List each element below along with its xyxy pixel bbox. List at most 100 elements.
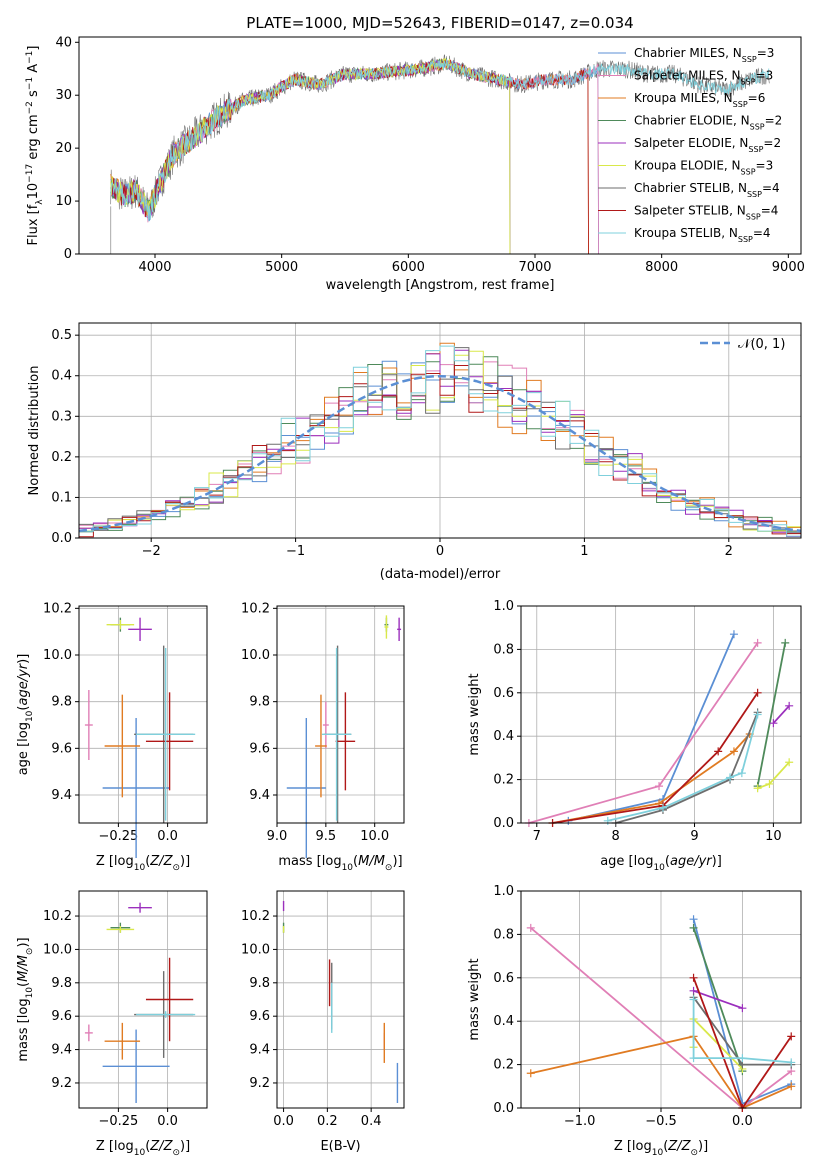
legend-subscript: SSP	[750, 122, 765, 131]
x-tick-label: −0.25	[98, 829, 138, 844]
x-tick-label: 2	[725, 544, 733, 559]
series-marker	[785, 701, 794, 710]
x-tick-label: −2	[142, 544, 161, 559]
y-tick-label: 10.2	[241, 909, 270, 924]
legend-text: Salpeter MILES, N	[634, 69, 741, 83]
y-tick-label: 0.4	[51, 369, 72, 384]
x-tick-label: 9	[690, 829, 698, 844]
y-axis-label-part: age [log	[16, 722, 31, 775]
legend-n: =4	[762, 181, 780, 195]
y-axis-label-part: A	[26, 64, 41, 77]
series-marker	[753, 638, 762, 647]
x-axis-label: mass [log10(M/M⊙)]	[278, 854, 402, 873]
x-tick-label: 0.0	[157, 1114, 178, 1129]
y-tick-label: 30	[55, 88, 72, 103]
y-axis-label-part: Flux [f	[26, 204, 41, 245]
histogram-kroupa-stelib	[79, 345, 801, 537]
series-line	[552, 733, 751, 824]
x-axis-label: wavelength [Angstrom, rest frame]	[326, 278, 555, 293]
series-line	[568, 633, 735, 822]
spectrum-frame	[78, 36, 802, 255]
series-marker	[753, 688, 762, 697]
series-marker	[689, 915, 698, 924]
y-axis-label: mass [log10(M/M⊙)]	[16, 937, 35, 1061]
series-marker	[726, 773, 735, 782]
series-marker	[738, 1054, 747, 1063]
y-tick-label: 20	[55, 141, 72, 156]
y-tick-label: 9.8	[51, 695, 72, 710]
x-tick-label: 0.0	[732, 1114, 753, 1129]
y-tick-label: 0	[64, 247, 72, 262]
x-tick-label: 7	[533, 829, 541, 844]
x-axis-label-part: ⊙	[690, 1148, 698, 1158]
y-tick-label: 9.8	[51, 976, 72, 991]
y-tick-label: 0.0	[51, 531, 72, 546]
age_vs_Z-axes: −0.25 0.0 9.4 9.6 9.8 10.0 10.2	[43, 601, 207, 844]
series-line	[693, 989, 743, 1010]
y-tick-label: 9.4	[51, 1043, 72, 1058]
y-tick-label: 9.4	[249, 1043, 270, 1058]
y-tick-label: 10.2	[241, 601, 270, 616]
age_vs_mass-errorbars	[286, 615, 402, 858]
x-axis-label-part: )]	[180, 854, 190, 869]
legend-subscript: SSP	[748, 145, 763, 154]
series-line	[528, 642, 759, 824]
mass_vs_Z-frame	[78, 890, 208, 1109]
legend-entry: Chabrier STELIB, NSSP=4	[634, 181, 780, 199]
x-axis-label-part: ⊙	[172, 863, 180, 873]
y-axis-label: Normed distribution	[27, 366, 42, 496]
x-tick-label: 0	[436, 544, 444, 559]
y-tick-label: 9.2	[51, 1076, 72, 1091]
legend-subscript: SSP	[738, 235, 753, 244]
x-axis-label-part: Z [log	[96, 854, 134, 869]
y-tick-label: 10	[55, 194, 72, 209]
spectrum-line-kroupa-stelib	[110, 58, 770, 222]
series-line	[552, 692, 759, 824]
y-tick-label: 0.0	[493, 1101, 514, 1116]
y-tick-label: 10.2	[43, 909, 72, 924]
y-axis-label-part: (	[16, 706, 31, 711]
legend-subscript: SSP	[747, 190, 762, 199]
x-axis-label-part: )]	[392, 854, 402, 869]
x-axis-label: Z [log10(Z/Z⊙)]	[614, 1139, 708, 1158]
y-axis-label-part: 10	[25, 987, 35, 999]
series-marker	[689, 995, 698, 1004]
y-axis-label: Flux [fλ10−17 erg cm−2 s−1 A−1]	[25, 46, 45, 246]
x-tick-label: −0.25	[98, 1114, 138, 1129]
legend-subscript: SSP	[733, 100, 748, 109]
x-axis-label-part: Z [log	[614, 1139, 652, 1154]
series-marker	[765, 779, 774, 788]
series-marker	[603, 816, 612, 825]
x-axis-label-part: Z/Z	[149, 1139, 173, 1154]
legend-entry: Salpeter MILES, NSSP=3	[634, 69, 773, 87]
x-axis-label-part: age/yr	[670, 854, 713, 869]
x-axis-label-part: ⊙	[172, 1148, 180, 1158]
series-line	[692, 999, 792, 1064]
y-axis-label-part: −2	[25, 101, 35, 114]
y-tick-label: 0.6	[493, 971, 514, 986]
x-tick-label: 8	[612, 829, 620, 844]
y-tick-label: 10.0	[241, 942, 270, 957]
x-tick-label: 9.0	[267, 829, 288, 844]
x-tick-label: 0.0	[273, 1114, 294, 1129]
x-tick-label: 9.5	[316, 829, 337, 844]
weight_vs_age-frame	[520, 605, 802, 824]
legend-entry: Kroupa ELODIE, NSSP=3	[634, 159, 773, 177]
y-tick-label: 9.2	[249, 1076, 270, 1091]
series-marker	[738, 1004, 747, 1013]
y-axis-label-part: mass [log	[16, 998, 31, 1061]
y-tick-label: 9.6	[249, 741, 270, 756]
legend-n: =3	[756, 159, 774, 173]
y-tick-label: 0.2	[493, 773, 514, 788]
x-axis-label-part: 10	[134, 863, 146, 873]
y-tick-label: 0.5	[51, 328, 72, 343]
x-tick-label: 8000	[645, 260, 678, 275]
y-axis-label-part: −1	[25, 51, 35, 64]
x-axis-label: Z [log10(Z/Z⊙)]	[96, 1139, 190, 1158]
legend-n: =4	[753, 226, 771, 240]
y-axis-label-part: ⊙	[25, 948, 35, 956]
x-axis-label-part: (	[145, 854, 150, 869]
legend-text: Chabrier ELODIE, N	[634, 114, 750, 128]
residuals-axes: −2 −1 0 1 2 0.0 0.1 0.2 0.3 0.4 0.5	[51, 323, 801, 559]
x-axis-label-part: E(B-V)	[320, 1139, 360, 1154]
